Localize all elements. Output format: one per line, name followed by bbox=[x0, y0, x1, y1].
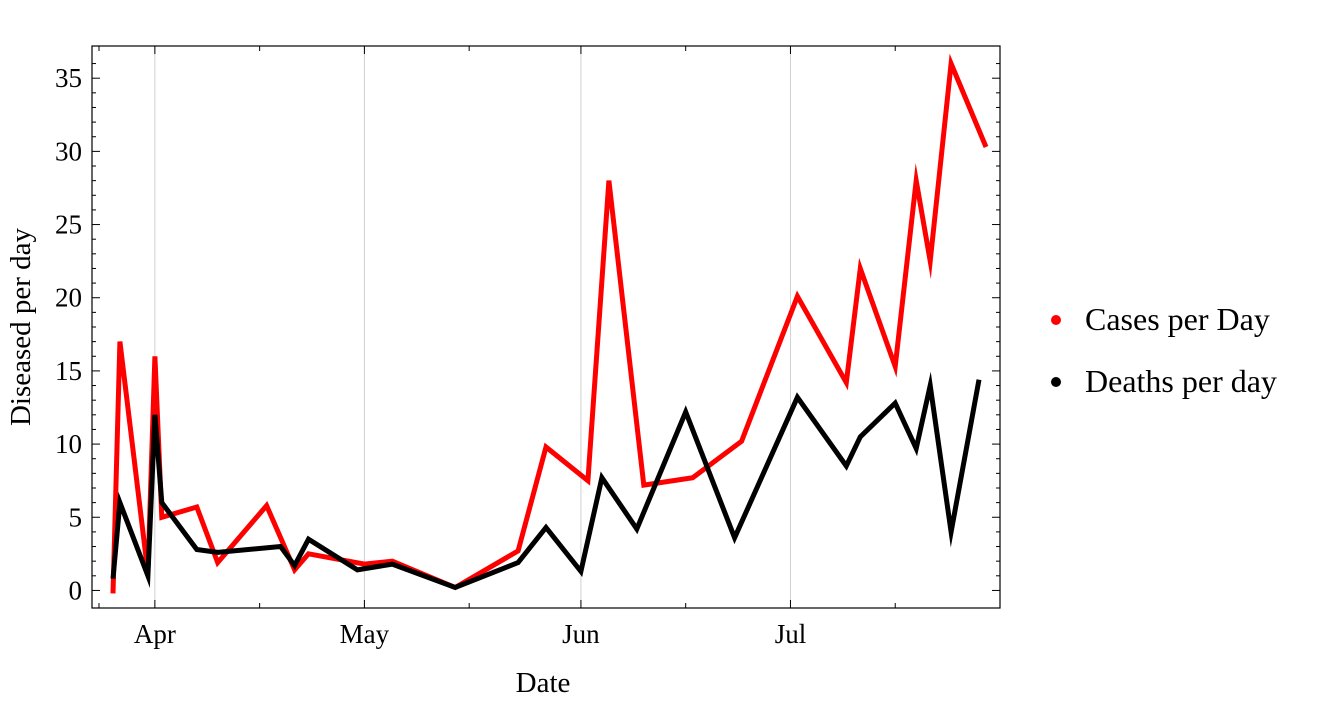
x-tick-label: Apr bbox=[134, 619, 176, 649]
series-line-cases-per-day bbox=[110, 53, 989, 594]
legend-marker bbox=[1051, 377, 1061, 387]
x-axis-label: Date bbox=[516, 667, 571, 699]
x-tick-label: Jun bbox=[562, 619, 600, 649]
legend-label: Cases per Day bbox=[1085, 301, 1270, 337]
y-tick-label: 0 bbox=[69, 575, 83, 605]
y-tick-label: 25 bbox=[55, 210, 82, 240]
legend-label: Deaths per day bbox=[1085, 363, 1277, 399]
legend: Cases per Day Deaths per day bbox=[1051, 301, 1277, 399]
series-line-deaths-per-day bbox=[110, 371, 982, 591]
y-tick-label: 10 bbox=[55, 429, 82, 459]
y-tick-label: 30 bbox=[55, 136, 82, 166]
y-axis-label: Diseased per day bbox=[5, 227, 37, 426]
y-tick-label: 15 bbox=[55, 356, 82, 386]
y-tick-label: 20 bbox=[55, 283, 82, 313]
x-tick-label: May bbox=[340, 619, 390, 649]
series-layer bbox=[110, 53, 989, 594]
y-tick-label: 35 bbox=[55, 63, 82, 93]
y-tick-label: 5 bbox=[69, 502, 83, 532]
tick-labels: Apr May Jun Jul 0 5 10 15 20 25 30 35 bbox=[55, 63, 806, 649]
x-tick-label: Jul bbox=[775, 619, 807, 649]
ticks bbox=[92, 46, 1000, 608]
legend-marker bbox=[1051, 315, 1061, 325]
gridlines bbox=[154, 46, 791, 608]
